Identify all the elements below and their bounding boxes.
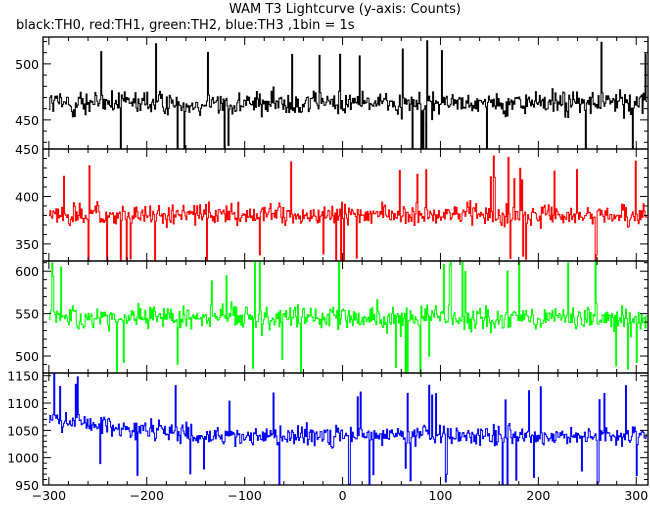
- x-tick-label: 100: [429, 488, 453, 503]
- y-tick-label: 450: [15, 142, 39, 157]
- x-tick-label: 200: [526, 488, 550, 503]
- panel-th3: 950 1000 1050 1100 1150: [7, 369, 649, 493]
- chart-subtitle: black:TH0, red:TH1, green:TH2, blue:TH3 …: [16, 18, 355, 33]
- series-line-th1: [48, 155, 648, 261]
- series-line-th3: [48, 373, 648, 485]
- x-tick-label: 0: [339, 488, 347, 503]
- y-tick-label: 1150: [7, 369, 39, 384]
- x-axis: −300 −200 −100 0 100 200 300: [32, 488, 649, 503]
- x-tick-label: −200: [130, 488, 164, 503]
- y-tick-label: 1000: [7, 451, 39, 466]
- x-tick-label: 300: [624, 488, 648, 503]
- y-tick-label: 350: [15, 237, 39, 252]
- y-tick-label: 500: [15, 349, 39, 364]
- y-tick-label: 950: [15, 478, 39, 493]
- x-tick-label: −300: [32, 488, 66, 503]
- y-tick-label: 400: [15, 189, 39, 204]
- y-tick-label: 600: [15, 264, 39, 279]
- y-tick-label: 500: [15, 57, 39, 72]
- series-line-th2: [48, 261, 648, 373]
- y-tick-label: 550: [15, 307, 39, 322]
- chart-title: WAM T3 Lightcurve (y-axis: Counts): [229, 2, 461, 17]
- panel-frame: [42, 372, 649, 486]
- panels-group: 450 500 350 400 450 500 550 600 950 1000 1050 1100 1…: [7, 36, 649, 493]
- y-tick-label: 1100: [7, 396, 39, 411]
- series-line-th0: [48, 40, 648, 149]
- x-tick-label: −100: [227, 488, 261, 503]
- y-tick-label: 1050: [7, 423, 39, 438]
- y-tick-label: 450: [15, 113, 39, 128]
